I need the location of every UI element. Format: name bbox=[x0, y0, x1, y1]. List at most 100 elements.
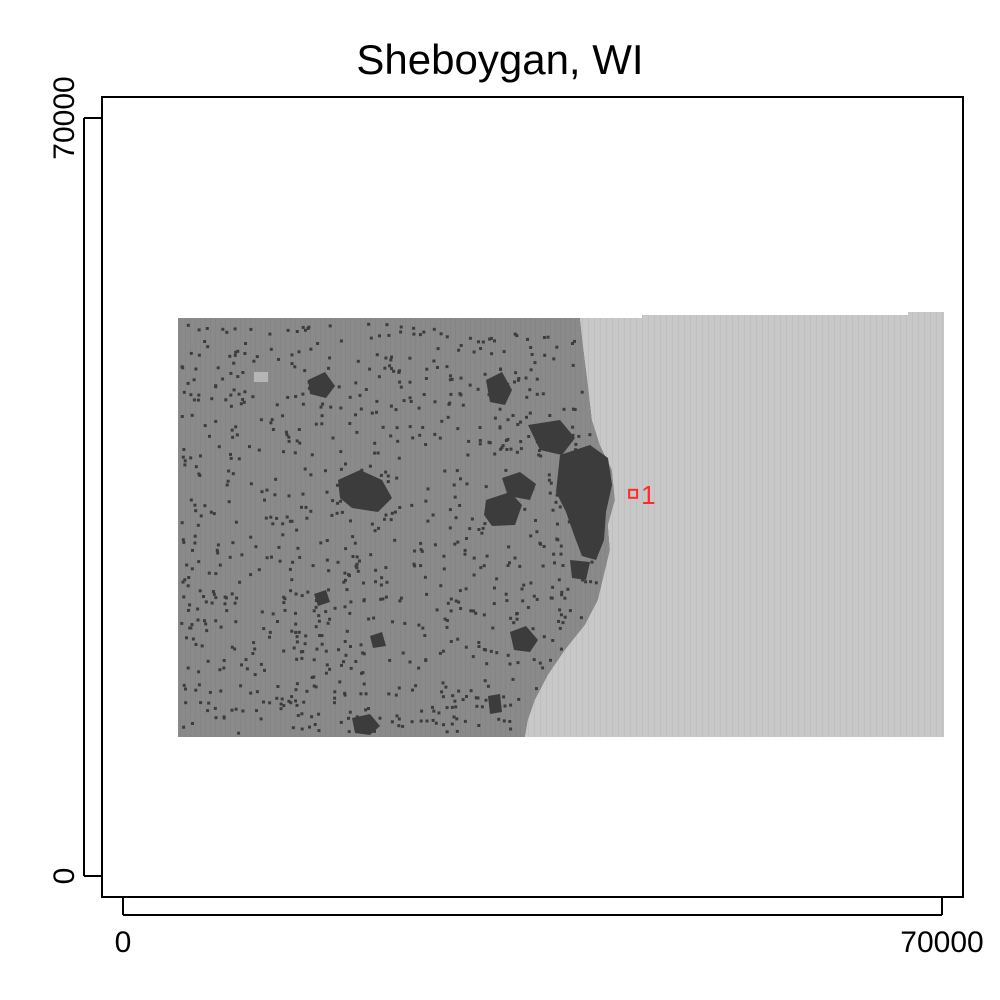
dwelling-dot bbox=[257, 448, 261, 452]
dwelling-dot bbox=[182, 390, 186, 394]
dwelling-dot bbox=[231, 541, 235, 545]
dwelling-dot bbox=[518, 564, 522, 568]
dwelling-dot bbox=[483, 679, 487, 683]
dwelling-dot bbox=[424, 499, 428, 503]
dwelling-dot bbox=[182, 448, 186, 451]
dwelling-dot bbox=[297, 428, 301, 431]
dwelling-dot bbox=[546, 335, 550, 339]
dwelling-dot bbox=[554, 500, 558, 504]
dwelling-dot bbox=[527, 435, 531, 438]
dwelling-dot bbox=[477, 641, 481, 644]
dwelling-dot bbox=[528, 411, 532, 415]
dwelling-dot bbox=[458, 589, 462, 593]
dwelling-dot bbox=[207, 571, 211, 575]
dwelling-dot bbox=[498, 426, 502, 430]
dwelling-dot bbox=[216, 551, 220, 555]
dwelling-dot bbox=[377, 375, 381, 379]
dwelling-dot bbox=[342, 660, 345, 664]
dwelling-dot bbox=[189, 393, 193, 397]
dwelling-dot bbox=[487, 440, 491, 444]
dwelling-dot bbox=[450, 377, 454, 381]
dwelling-dot bbox=[281, 522, 285, 526]
dwelling-dot bbox=[450, 705, 454, 709]
dwelling-dot bbox=[344, 547, 348, 551]
dwelling-dot bbox=[293, 451, 297, 455]
dwelling-dot bbox=[529, 346, 533, 349]
dwelling-dot bbox=[468, 336, 472, 340]
dwelling-dot bbox=[355, 562, 359, 566]
dwelling-dot bbox=[292, 646, 296, 650]
dwelling-dot bbox=[312, 609, 316, 613]
dwelling-dot bbox=[399, 330, 403, 334]
dwelling-dot bbox=[214, 619, 218, 623]
dwelling-dot bbox=[446, 415, 450, 419]
dwelling-dot bbox=[459, 607, 463, 610]
dwelling-dot bbox=[509, 703, 513, 707]
dwelling-dot bbox=[524, 376, 528, 380]
dwelling-dot bbox=[225, 483, 229, 487]
dwelling-dot bbox=[496, 498, 500, 502]
dwelling-dot bbox=[347, 730, 351, 734]
dwelling-dot bbox=[482, 613, 486, 617]
dwelling-dot bbox=[506, 653, 510, 657]
dwelling-dot bbox=[454, 599, 458, 603]
dwelling-dot bbox=[388, 364, 392, 368]
dwelling-dot bbox=[351, 535, 355, 539]
dwelling-dot bbox=[349, 666, 353, 670]
dwelling-dot bbox=[235, 433, 239, 437]
dwelling-dot bbox=[389, 434, 393, 438]
dwelling-dot bbox=[509, 616, 513, 620]
dwelling-dot bbox=[348, 710, 352, 714]
dwelling-dot bbox=[484, 485, 488, 489]
dwelling-dot bbox=[317, 729, 321, 733]
dwelling-dot bbox=[418, 433, 422, 437]
dwelling-dot bbox=[333, 701, 336, 705]
dwelling-dot bbox=[362, 598, 366, 602]
dwelling-dot bbox=[530, 353, 534, 356]
dwelling-dot bbox=[439, 332, 443, 336]
dwelling-dot bbox=[517, 697, 521, 701]
dwelling-dot bbox=[199, 701, 203, 705]
dwelling-dot bbox=[333, 606, 337, 610]
dwelling-dot bbox=[190, 623, 194, 627]
dwelling-dot bbox=[262, 700, 265, 704]
dwelling-dot bbox=[183, 578, 187, 582]
dwelling-dot bbox=[362, 652, 366, 656]
dwelling-dot bbox=[492, 602, 496, 606]
dwelling-dot bbox=[459, 393, 463, 397]
dwelling-dot bbox=[354, 660, 358, 663]
dwelling-dot bbox=[294, 622, 298, 626]
dwelling-dot bbox=[227, 500, 231, 504]
dwelling-dot bbox=[313, 723, 317, 726]
dwelling-dot bbox=[559, 440, 563, 444]
dwelling-dot bbox=[477, 340, 480, 344]
dwelling-dot bbox=[271, 612, 275, 616]
dwelling-dot bbox=[387, 333, 391, 337]
dwelling-dot bbox=[296, 546, 300, 550]
dwelling-dot bbox=[314, 685, 318, 689]
dwelling-dot bbox=[549, 481, 553, 485]
dwelling-dot bbox=[366, 499, 369, 503]
dwelling-dot bbox=[476, 387, 480, 391]
dwelling-dot bbox=[383, 366, 387, 370]
dwelling-dot bbox=[563, 475, 567, 479]
dwelling-dot bbox=[354, 381, 358, 385]
dwelling-dot bbox=[412, 562, 416, 566]
dwelling-dot bbox=[255, 690, 259, 694]
dwelling-dot bbox=[445, 730, 449, 734]
dwelling-dot bbox=[573, 567, 577, 571]
dwelling-dot bbox=[542, 336, 546, 339]
dwelling-dot bbox=[395, 426, 399, 430]
dwelling-dot bbox=[561, 621, 565, 625]
dwelling-dot bbox=[278, 559, 282, 563]
dwelling-dot bbox=[232, 361, 236, 365]
dwelling-dot bbox=[213, 706, 217, 710]
dwelling-dot bbox=[573, 408, 577, 411]
dwelling-dot bbox=[339, 450, 343, 454]
dwelling-dot bbox=[594, 581, 598, 585]
dwelling-dot bbox=[481, 340, 485, 344]
dwelling-dot bbox=[516, 423, 520, 426]
dwelling-dot bbox=[236, 375, 240, 379]
dwelling-dot bbox=[218, 668, 222, 672]
dwelling-dot bbox=[193, 534, 197, 538]
